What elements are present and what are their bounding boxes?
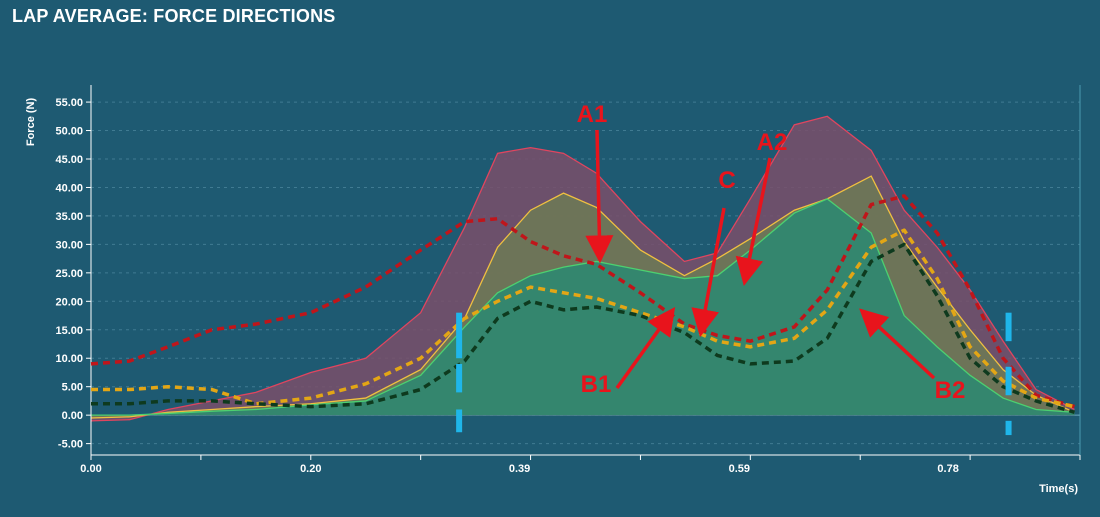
dashed-line-2: [91, 242, 1076, 414]
y-tick-label: 55.00: [55, 97, 83, 109]
area-line-2: [91, 198, 1075, 416]
y-axis-label: Force (N): [25, 98, 37, 147]
x-tick-label: 0.59: [729, 463, 750, 475]
annotation-arrow: [615, 307, 676, 390]
area-line-0: [90, 115, 1075, 422]
y-tick-label: 20.00: [55, 296, 83, 308]
y-tick-label: 0.00: [62, 410, 83, 422]
x-tick-label: 0.20: [300, 463, 321, 475]
y-tick-label: 50.00: [55, 126, 83, 138]
annotation-label: C: [718, 167, 735, 194]
annotation-arrow: [585, 129, 614, 264]
x-tick-label: 0.00: [80, 463, 101, 475]
annotation-arrow: [859, 308, 936, 380]
annotation-label: B2: [935, 377, 966, 404]
y-tick-label: 10.00: [55, 353, 83, 365]
marker-segment: [456, 409, 463, 433]
marker-segment: [1005, 312, 1012, 342]
annotations: A1 A2 C B1 B2: [577, 101, 966, 404]
area-line-1: [90, 175, 1075, 419]
y-tick-label: 35.00: [55, 211, 83, 223]
x-tick-label: 0.39: [509, 463, 530, 475]
annotation-label: A2: [757, 129, 788, 156]
annotation-label: B1: [581, 371, 612, 398]
dashed-series: [90, 194, 1076, 414]
annotation-arrow: [691, 207, 726, 338]
dashed-line-1: [91, 228, 1075, 409]
marker-segment: [456, 312, 463, 359]
annotation-label: A1: [577, 101, 608, 128]
cyan-markers: [456, 312, 1012, 436]
chart-title: LAP AVERAGE: FORCE DIRECTIONS: [12, 6, 336, 26]
y-tick-label: 15.00: [55, 325, 83, 337]
tick-labels: -5.00 0.00 5.00 10.00 15.00 20.00 25.00 30.00 35…: [55, 97, 1081, 475]
marker-segment: [1005, 366, 1012, 396]
y-tick-label: 45.00: [55, 154, 83, 166]
y-tick-label: 25.00: [55, 268, 83, 280]
y-tick-label: 5.00: [62, 382, 83, 394]
dashed-line-0: [90, 194, 1076, 409]
axes: [90, 85, 1081, 456]
y-tick-label: 30.00: [55, 239, 83, 251]
x-tick-label: 0.78: [937, 463, 958, 475]
marker-segment: [1005, 420, 1012, 436]
annotation-arrow: [735, 157, 772, 286]
y-tick-label: -5.00: [58, 439, 83, 451]
marker-segment: [456, 363, 463, 393]
x-axis-label: Time(s): [1039, 483, 1078, 495]
y-tick-label: 40.00: [55, 182, 83, 194]
